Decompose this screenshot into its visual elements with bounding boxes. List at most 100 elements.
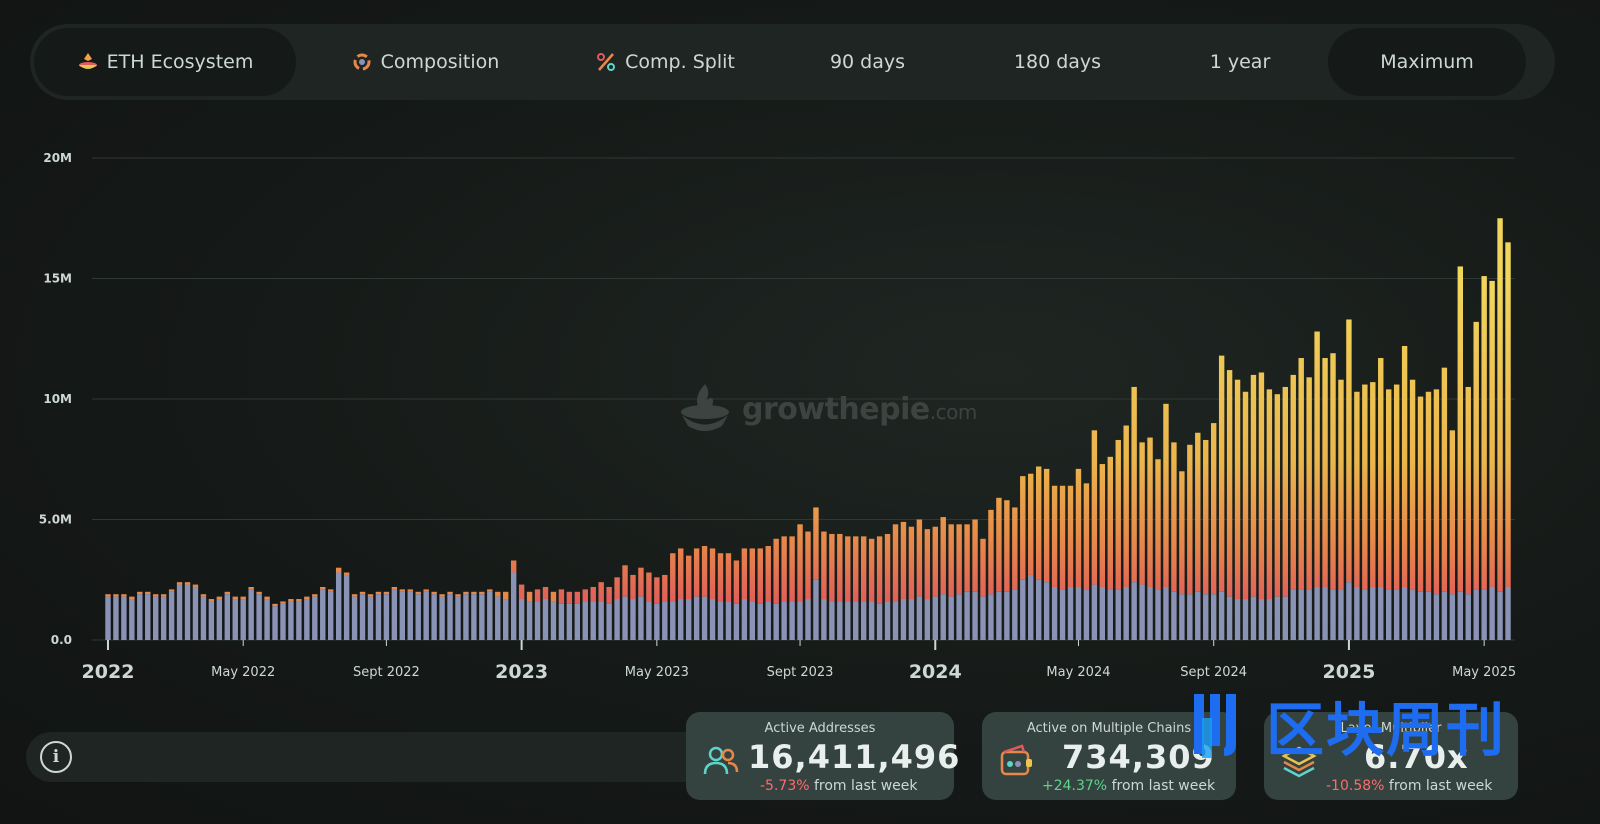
bar[interactable]: [725, 553, 732, 640]
tab-eth-ecosystem[interactable]: ETH Ecosystem: [34, 28, 296, 96]
bar[interactable]: [773, 538, 779, 640]
bar[interactable]: [614, 577, 620, 640]
bar[interactable]: [837, 533, 843, 640]
bar[interactable]: [829, 533, 835, 640]
bar[interactable]: [280, 601, 286, 640]
bar[interactable]: [1234, 379, 1241, 640]
bar[interactable]: [566, 591, 573, 640]
bar[interactable]: [391, 586, 398, 640]
bar[interactable]: [956, 524, 962, 640]
bar[interactable]: [1035, 466, 1042, 640]
bar[interactable]: [296, 599, 302, 640]
bar[interactable]: [479, 591, 485, 640]
tab-composition[interactable]: Composition: [320, 28, 530, 96]
bar[interactable]: [1362, 384, 1368, 640]
bar[interactable]: [1163, 403, 1169, 640]
bar[interactable]: [145, 591, 151, 640]
bar[interactable]: [1051, 485, 1058, 640]
bar[interactable]: [1012, 507, 1018, 640]
bar[interactable]: [781, 536, 787, 640]
bar[interactable]: [471, 591, 477, 640]
info-icon[interactable]: i: [40, 741, 72, 773]
bar[interactable]: [153, 594, 159, 640]
bar[interactable]: [948, 524, 954, 640]
bar[interactable]: [1147, 437, 1153, 640]
bar[interactable]: [1322, 358, 1328, 640]
bar[interactable]: [1505, 242, 1511, 640]
bar[interactable]: [805, 531, 811, 640]
bar[interactable]: [709, 548, 716, 640]
bar[interactable]: [1314, 331, 1320, 640]
bar[interactable]: [1099, 464, 1106, 640]
bar[interactable]: [789, 536, 795, 640]
bar[interactable]: [558, 589, 565, 640]
bar[interactable]: [1346, 319, 1352, 640]
bar[interactable]: [813, 507, 819, 640]
bar[interactable]: [375, 591, 382, 640]
bar[interactable]: [1067, 485, 1074, 640]
bar[interactable]: [200, 594, 207, 640]
bar[interactable]: [678, 548, 684, 640]
bar[interactable]: [693, 548, 700, 640]
bar[interactable]: [1004, 500, 1010, 640]
bar[interactable]: [312, 594, 318, 640]
bar[interactable]: [113, 594, 119, 640]
tab-maximum[interactable]: Maximum: [1328, 28, 1526, 96]
bar[interactable]: [320, 586, 326, 640]
bar[interactable]: [845, 536, 851, 640]
bar[interactable]: [1028, 473, 1034, 640]
bar[interactable]: [988, 509, 994, 640]
bar[interactable]: [853, 536, 859, 640]
bar[interactable]: [1497, 218, 1503, 640]
bar[interactable]: [1449, 430, 1456, 640]
bar[interactable]: [1210, 423, 1217, 640]
bar[interactable]: [160, 594, 167, 640]
bar[interactable]: [900, 521, 907, 640]
bar[interactable]: [383, 591, 390, 640]
bar[interactable]: [240, 596, 246, 640]
bar[interactable]: [1489, 280, 1495, 640]
bar[interactable]: [1250, 374, 1257, 640]
bar[interactable]: [176, 582, 183, 640]
bar[interactable]: [821, 531, 827, 640]
bar[interactable]: [1330, 353, 1336, 640]
bar[interactable]: [256, 591, 262, 640]
bar[interactable]: [272, 603, 278, 640]
bar[interactable]: [932, 526, 938, 640]
bar[interactable]: [1131, 386, 1137, 640]
bar[interactable]: [964, 524, 970, 640]
bar[interactable]: [328, 589, 334, 640]
bar[interactable]: [487, 589, 493, 640]
bar[interactable]: [1258, 372, 1265, 640]
bar[interactable]: [1242, 391, 1249, 640]
bar[interactable]: [876, 536, 883, 640]
bar[interactable]: [1290, 374, 1296, 640]
bar[interactable]: [868, 538, 875, 640]
bar[interactable]: [1226, 370, 1233, 640]
bar[interactable]: [399, 589, 406, 640]
bar[interactable]: [129, 596, 135, 640]
bar[interactable]: [892, 524, 899, 640]
bar[interactable]: [749, 548, 756, 640]
bar[interactable]: [574, 591, 581, 640]
bar[interactable]: [288, 599, 294, 640]
bar[interactable]: [208, 599, 215, 640]
bar[interactable]: [351, 594, 358, 640]
bar[interactable]: [1155, 459, 1161, 640]
bar[interactable]: [1274, 394, 1281, 640]
bar[interactable]: [1425, 391, 1432, 640]
bar[interactable]: [980, 538, 986, 640]
bar[interactable]: [1171, 442, 1177, 640]
bar[interactable]: [717, 553, 724, 640]
bar[interactable]: [1266, 389, 1273, 640]
bar[interactable]: [264, 596, 270, 640]
bar[interactable]: [1378, 358, 1384, 640]
bar[interactable]: [439, 594, 445, 640]
bar[interactable]: [741, 548, 748, 640]
bar[interactable]: [1306, 377, 1312, 640]
bar[interactable]: [916, 519, 923, 641]
bar[interactable]: [1433, 389, 1440, 640]
bar[interactable]: [646, 572, 652, 640]
bar[interactable]: [765, 546, 771, 640]
bar[interactable]: [940, 517, 946, 640]
